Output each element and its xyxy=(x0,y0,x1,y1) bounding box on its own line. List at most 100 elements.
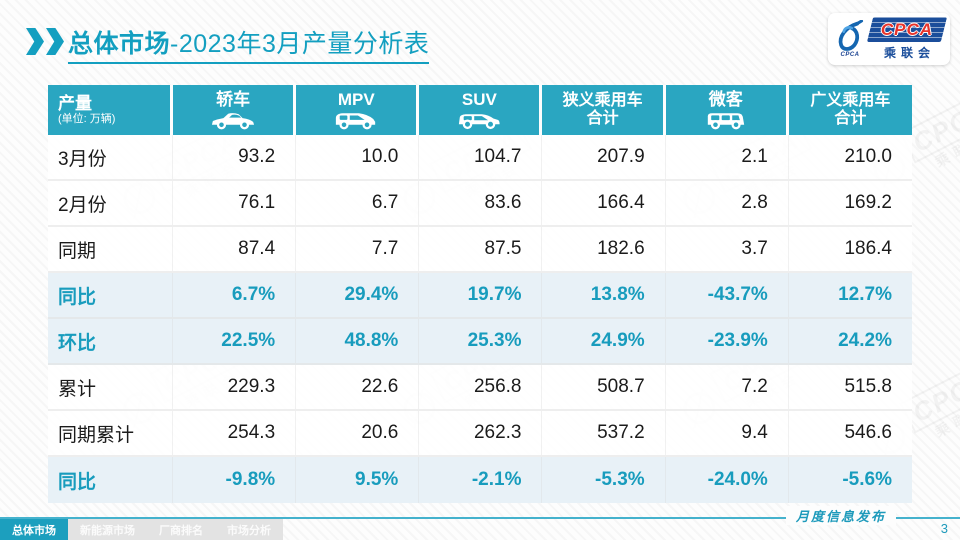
value-cell: -23.9% xyxy=(666,319,789,363)
column-header: 轿车 xyxy=(173,85,297,135)
production-table: 产量 (单位: 万辆) 轿车 MPV SUV 狭义乘用车 合计 微客 广义乘用车 合计 3月份… xyxy=(48,85,912,503)
column-header-label: 狭义乘用车 xyxy=(562,91,643,109)
cpca-chinese-name: 乘联会 xyxy=(883,46,935,60)
value-cell: 76.1 xyxy=(173,181,297,225)
value-cell: 29.4% xyxy=(296,273,420,317)
table-row: 环比 22.5% 48.8% 25.3% 24.9% -23.9% 24.2% xyxy=(48,319,912,365)
table-row: 同比 -9.8% 9.5% -2.1% -5.3% -24.0% -5.6% xyxy=(48,457,912,503)
column-header-label: 轿车 xyxy=(216,89,251,109)
table-header-row: 产量 (单位: 万辆) 轿车 MPV SUV 狭义乘用车 合计 微客 广义乘用车 合计 xyxy=(48,85,912,135)
table-body: 3月份 93.2 10.0 104.7 207.9 2.1 210.0 2月份 76.1 6.7 8… xyxy=(48,135,912,503)
value-cell: 48.8% xyxy=(296,319,420,363)
value-cell: 2.1 xyxy=(666,135,789,179)
watermark-brand-cn: 乘联会 xyxy=(932,128,960,170)
table-row: 2月份 76.1 6.7 83.6 166.4 2.8 169.2 xyxy=(48,181,912,227)
row-label: 累计 xyxy=(48,365,173,409)
value-cell: -5.6% xyxy=(842,469,892,490)
column-header: SUV xyxy=(419,85,543,135)
value-cell: 229.3 xyxy=(173,365,297,409)
suv-icon xyxy=(456,110,502,130)
table-row: 同期累计 254.3 20.6 262.3 537.2 9.4 546.6 xyxy=(48,411,912,457)
column-header-label: 广义乘用车 xyxy=(810,91,891,109)
row-label: 3月份 xyxy=(48,135,173,179)
value-cell: -5.3% xyxy=(542,457,666,503)
value-cell: 83.6 xyxy=(419,181,543,225)
nav-tab-1[interactable]: 总体市场 xyxy=(0,519,68,540)
column-header: 微客 xyxy=(665,85,789,135)
double-chevron-icon xyxy=(26,28,64,55)
value-cell: 256.8 xyxy=(419,365,543,409)
microvan-icon xyxy=(704,110,748,130)
value-cell: 24.9% xyxy=(542,319,666,363)
table-row: 同期 87.4 7.7 87.5 182.6 3.7 186.4 xyxy=(48,227,912,273)
page-number: 3 xyxy=(940,521,948,536)
value-cell: 13.8% xyxy=(542,273,666,317)
column-header-label2: 合计 xyxy=(586,110,619,127)
table-corner-cell: 产量 (单位: 万辆) xyxy=(48,85,173,135)
value-cell: 20.6 xyxy=(296,411,420,455)
watermark-brand-cn: 乘联会 xyxy=(932,398,960,440)
chevron-right-icon xyxy=(46,28,64,55)
value-cell: 87.5 xyxy=(419,227,543,271)
value-cell: 19.7% xyxy=(419,273,543,317)
nav-tab-2[interactable]: 新能源市场 xyxy=(68,519,147,540)
chevron-right-icon xyxy=(26,28,44,55)
value-cell: -9.8% xyxy=(173,457,297,503)
value-cell: 2.8 xyxy=(666,181,789,225)
nav-tab-4[interactable]: 市场分析 xyxy=(215,519,283,540)
value-cell: -24.0% xyxy=(666,457,789,503)
value-cell: 169.2 xyxy=(844,192,892,213)
value-cell: 7.2 xyxy=(666,365,789,409)
value-cell: 6.7% xyxy=(173,273,297,317)
table-row: 同比 6.7% 29.4% 19.7% 13.8% -43.7% 12.7% xyxy=(48,273,912,319)
row-label: 2月份 xyxy=(48,181,173,225)
value-cell: 207.9 xyxy=(542,135,666,179)
cpca-brand-text: CPCA xyxy=(880,19,934,39)
value-cell: 25.3% xyxy=(419,319,543,363)
cpca-emblem-icon: CPCA xyxy=(834,20,866,58)
row-label: 同期累计 xyxy=(48,411,173,455)
table-row: 3月份 93.2 10.0 104.7 207.9 2.1 210.0 xyxy=(48,135,912,181)
table-row: 累计 229.3 22.6 256.8 508.7 7.2 515.8 xyxy=(48,365,912,411)
column-header: MPV xyxy=(296,85,420,135)
value-cell: 262.3 xyxy=(419,411,543,455)
column-header-label: MPV xyxy=(337,89,375,109)
value-cell: 22.5% xyxy=(173,319,297,363)
page-title: 总体市场-2023年3月产量分析表 xyxy=(68,24,430,64)
value-cell: 182.6 xyxy=(542,227,666,271)
row-label: 环比 xyxy=(48,319,173,363)
value-cell: 9.4 xyxy=(666,411,789,455)
column-header: 广义乘用车 合计 xyxy=(788,85,912,135)
value-cell: 22.6 xyxy=(296,365,420,409)
value-cell: 210.0 xyxy=(844,146,892,167)
page-title-rest: -2023年3月产量分析表 xyxy=(170,30,430,58)
value-cell: 166.4 xyxy=(542,181,666,225)
cpca-logo: CPCA CPCA 乘联会 xyxy=(828,13,950,65)
value-cell: 9.5% xyxy=(296,457,420,503)
value-cell: 186.4 xyxy=(844,238,892,259)
nav-tab-3[interactable]: 厂商排名 xyxy=(147,519,215,540)
value-cell: 24.2% xyxy=(838,330,892,351)
value-cell: 537.2 xyxy=(542,411,666,455)
column-header-label2: 合计 xyxy=(834,110,867,127)
corner-title: 产量 xyxy=(58,93,92,113)
value-cell: -2.1% xyxy=(419,457,543,503)
cpca-emblem-caption: CPCA xyxy=(840,52,860,58)
value-cell: 515.8 xyxy=(844,376,892,397)
bottom-nav-tabs: 总体市场 新能源市场 厂商排名 市场分析 xyxy=(0,519,283,540)
row-label: 同比 xyxy=(48,273,173,317)
column-header: 狭义乘用车 合计 xyxy=(542,85,666,135)
row-label: 同期 xyxy=(48,227,173,271)
value-cell: 7.7 xyxy=(296,227,420,271)
value-cell: 10.0 xyxy=(296,135,420,179)
value-cell: 254.3 xyxy=(173,411,297,455)
value-cell: 6.7 xyxy=(296,181,420,225)
value-cell: 508.7 xyxy=(542,365,666,409)
footer-note: 月度信息发布 xyxy=(785,506,896,525)
cpca-brand-plate: CPCA xyxy=(866,17,948,42)
value-cell: 93.2 xyxy=(173,135,297,179)
value-cell: 104.7 xyxy=(419,135,543,179)
corner-subtitle: (单位: 万辆) xyxy=(58,113,116,126)
value-cell: 87.4 xyxy=(173,227,297,271)
